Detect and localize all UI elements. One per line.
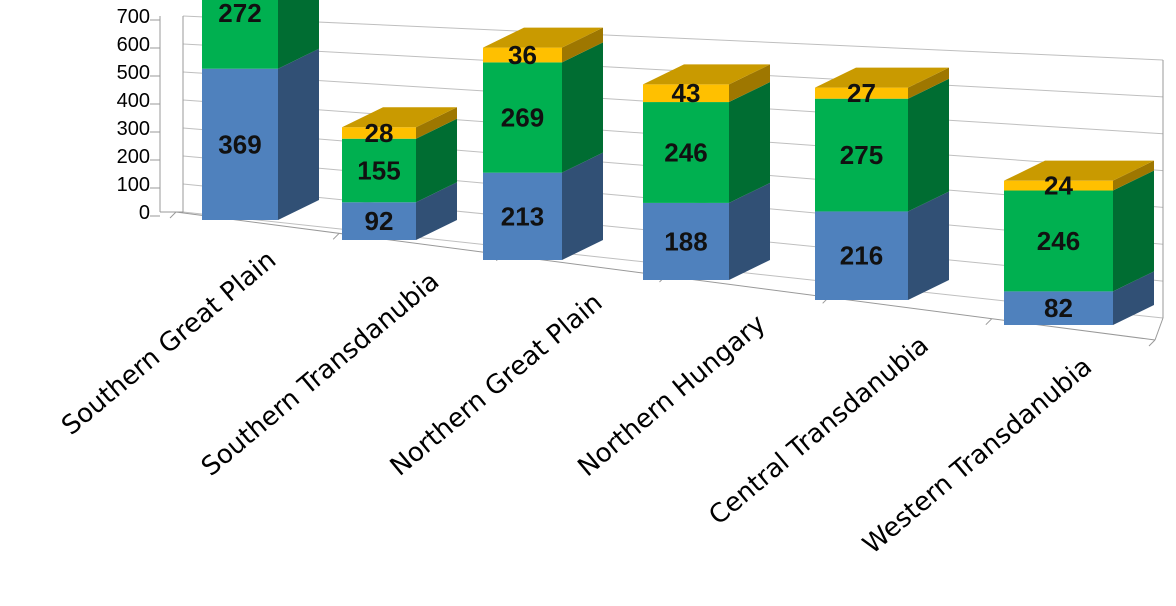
bar-top-face [1004, 160, 1154, 181]
data-label: 246 [664, 137, 707, 167]
y-tick-label: 400 [117, 90, 150, 112]
bar-segment-side [416, 182, 457, 240]
bar-segment-front [815, 211, 908, 300]
bar-segment-front [202, 68, 278, 221]
bar-top-face [643, 64, 770, 85]
bar-segment-side [908, 78, 949, 212]
data-label: 43 [672, 78, 701, 108]
x-tick-mark [169, 211, 177, 219]
y-tick-label: 0 [139, 202, 150, 224]
bar-segment-front [1004, 291, 1113, 325]
bar-segment-side [1113, 160, 1154, 191]
bar-segment-front [643, 84, 729, 103]
data-label: 216 [840, 241, 883, 271]
bar-segment-side [1113, 271, 1154, 325]
data-label: 24 [1044, 171, 1073, 201]
bar-segment-front [483, 47, 562, 63]
data-label: 369 [218, 129, 261, 159]
data-label: 82 [1044, 293, 1073, 323]
bar-segment-front [342, 127, 416, 139]
bar-stack [483, 27, 603, 260]
data-label: 155 [357, 156, 400, 186]
bar-segment-front [342, 202, 416, 240]
y-tick-label: 700 [117, 6, 150, 28]
data-label: 246 [1037, 226, 1080, 256]
data-label: 272 [218, 0, 261, 28]
y-tick-label: 200 [117, 146, 150, 168]
bar-segment-front [815, 87, 908, 99]
data-label: 269 [501, 103, 544, 133]
bar-segment-side [908, 67, 949, 99]
bar-segment-side [278, 0, 319, 69]
bar-segment-front [1004, 190, 1113, 292]
data-label: 213 [501, 201, 544, 231]
bar-top-face [483, 27, 603, 48]
bar-segment-side [562, 42, 603, 173]
bar-segment-side [562, 152, 603, 260]
x-category-label: Northern Hungary [572, 309, 771, 483]
bar-segment-side [278, 48, 319, 221]
bar-segment-front [643, 202, 729, 280]
bar-segment-front [815, 98, 908, 212]
gridline [182, 15, 1164, 61]
floor-right-edge [1154, 317, 1164, 341]
bar-stack [815, 67, 949, 300]
x-tick-mark [332, 232, 340, 240]
data-label: 275 [840, 140, 883, 170]
x-tick-mark [985, 318, 993, 326]
bar-segment-side [729, 82, 770, 203]
bar-segment-front [1004, 180, 1113, 191]
bar-segment-front [483, 172, 562, 260]
bar-top-face [342, 107, 457, 128]
bar-segment-side [1113, 170, 1154, 292]
y-tick-label: 500 [117, 62, 150, 84]
bar-top-face [815, 67, 949, 88]
bar-segment-side [562, 27, 603, 63]
bar-stack [202, 0, 319, 221]
bar-segment-side [729, 64, 770, 103]
bar-segment-front [342, 138, 416, 203]
bar-segment-front [483, 62, 562, 173]
x-category-label: Northern Great Plain [385, 288, 609, 483]
bar-stack [643, 64, 770, 280]
data-label: 28 [365, 118, 394, 148]
data-label: 36 [508, 40, 537, 70]
bar-segment-side [908, 191, 949, 300]
y-tick-label: 100 [117, 174, 150, 196]
bar-stack [1004, 160, 1154, 325]
x-tick-mark [1148, 339, 1156, 347]
bar-stack [342, 107, 457, 240]
bars [202, 0, 1154, 325]
bar-segment-front [643, 102, 729, 203]
bar-segment-side [416, 107, 457, 139]
bar-segment-front [202, 0, 278, 69]
data-label: 27 [847, 78, 876, 108]
x-category-label: Southern Great Plain [56, 245, 282, 441]
bar-segment-side [729, 182, 770, 280]
data-label: 188 [664, 226, 707, 256]
y-tick-label: 300 [117, 118, 150, 140]
bar-segment-side [416, 118, 457, 203]
data-label: 92 [365, 206, 394, 236]
y-tick-label: 600 [117, 34, 150, 56]
